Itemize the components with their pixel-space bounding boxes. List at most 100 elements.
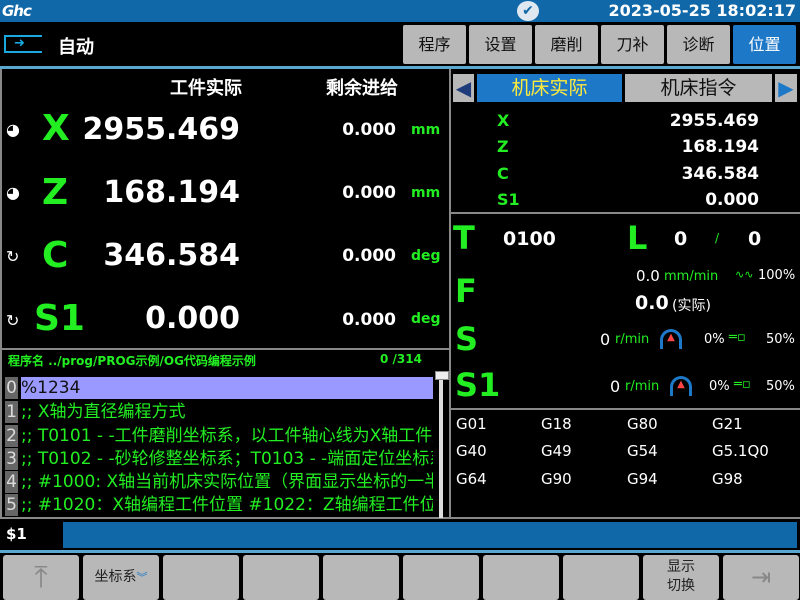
- gcode: G98: [712, 470, 743, 488]
- machine-value-x: 2955.469: [669, 111, 759, 131]
- l-separator: /: [715, 231, 720, 245]
- line-number: 5: [5, 494, 18, 516]
- command-input[interactable]: [63, 522, 797, 548]
- softkey-up[interactable]: ⤒: [3, 555, 79, 600]
- softkey-empty[interactable]: [163, 555, 239, 600]
- machine-axis-c: C: [497, 164, 509, 183]
- rotate-icon: ↻: [6, 247, 20, 266]
- tab-machine-actual[interactable]: 机床实际: [477, 74, 622, 102]
- tab-machine-command[interactable]: 机床指令: [625, 74, 772, 102]
- col-actual: 工件实际: [170, 78, 242, 99]
- mode-label: 自动: [58, 37, 94, 58]
- machine-panel: [451, 69, 800, 519]
- tab-settings[interactable]: 设置: [469, 25, 532, 64]
- machine-axis-s1: S1: [497, 190, 520, 209]
- tab-position[interactable]: 位置: [733, 25, 796, 64]
- col-remaining: 剩余进给: [326, 78, 398, 99]
- softkey-empty[interactable]: [483, 555, 559, 600]
- f-label: F: [455, 272, 477, 310]
- softkey-empty[interactable]: [243, 555, 319, 600]
- check-icon: ✔: [517, 1, 539, 21]
- datetime: 2023-05-25 18:02:17: [608, 1, 796, 20]
- softkey-empty[interactable]: [403, 555, 479, 600]
- code-line[interactable]: ;; T0102 - -砂轮修整坐标系；T0103 - -端面定位坐标系: [21, 449, 433, 469]
- origin-icon: ◕: [6, 183, 20, 202]
- gcode: G54: [627, 442, 658, 460]
- position-panel: [0, 69, 451, 519]
- line-number: 3: [5, 448, 18, 470]
- spindle-unit: r/min: [615, 332, 650, 347]
- spindle1-speed: 0: [610, 377, 621, 396]
- spindle1-unit: r/min: [625, 379, 660, 394]
- line-number: 0: [5, 377, 18, 399]
- arrow-up-icon: ⤒: [34, 560, 48, 595]
- program-name: 程序名 ../prog/PROG示例/OG代码编程示例: [8, 354, 256, 368]
- rotate-icon: ↻: [6, 311, 20, 330]
- l-value-1: 0: [674, 228, 688, 250]
- axis-remaining-z: 0.000: [342, 183, 396, 203]
- divider: [2, 348, 450, 350]
- s1-label: S1: [455, 366, 501, 404]
- prev-arrow-icon[interactable]: ◀: [453, 74, 474, 102]
- origin-icon: ◕: [6, 120, 20, 139]
- axis-label-c: C: [42, 235, 69, 276]
- machine-axis-x: X: [497, 111, 510, 130]
- gcode: G01: [456, 415, 487, 433]
- softkey-next[interactable]: ⇥: [723, 555, 799, 600]
- softkey-display-switch[interactable]: 显示 切换: [643, 555, 719, 600]
- tab-diagnosis[interactable]: 诊断: [667, 25, 730, 64]
- spindle-speed: 0: [600, 330, 611, 349]
- spindle1-override-icon: ═▫: [734, 377, 751, 392]
- code-line[interactable]: ;; T0101 - -工件磨削坐标系，以工件轴心线为X轴工件磨: [21, 426, 433, 446]
- tab-program[interactable]: 程序: [403, 25, 466, 64]
- gcode: G80: [627, 415, 658, 433]
- next-arrow-icon[interactable]: ▶: [775, 74, 797, 102]
- tab-grinding[interactable]: 磨削: [535, 25, 598, 64]
- gauge-icon: ▲: [670, 376, 692, 396]
- arrow-right-bar-icon: ⇥: [750, 563, 772, 591]
- code-line[interactable]: ;; #1000: X轴当前机床实际位置（界面显示坐标的一半: [21, 472, 433, 492]
- softkey-label: 坐标系: [94, 569, 137, 585]
- gcode: G64: [456, 470, 487, 488]
- code-line[interactable]: %1234: [21, 377, 433, 399]
- code-line[interactable]: ;; X轴为直径编程方式: [21, 402, 186, 422]
- axis-value-z: 168.194: [103, 175, 240, 210]
- code-line[interactable]: ;; #1020：X轴编程工件位置 #1022：Z轴编程工件位置: [21, 495, 433, 515]
- machine-value-c: 346.584: [681, 164, 759, 184]
- gcode: G18: [541, 415, 572, 433]
- command-label: $1: [6, 525, 27, 543]
- axis-remaining-s1: 0.000: [342, 310, 396, 330]
- l-label: L: [627, 219, 648, 257]
- program-line-count: 0 /314: [380, 352, 422, 366]
- axis-label-z: Z: [42, 172, 69, 213]
- logo: Ghc: [2, 2, 32, 20]
- feed-override: 100%: [758, 268, 796, 283]
- line-number: 4: [5, 471, 18, 493]
- line-number: 2: [5, 425, 18, 447]
- axis-value-x: 2955.469: [82, 112, 240, 147]
- axis-unit-x: mm: [411, 122, 441, 138]
- divider: [451, 212, 800, 214]
- softkey-coordinate-system[interactable]: 坐标系︾: [83, 555, 159, 600]
- tool-number: 0100: [503, 228, 556, 250]
- feed-command: 0.0: [636, 267, 660, 285]
- s-label: S: [455, 320, 479, 358]
- spindle-load: 0%: [704, 332, 725, 347]
- softkey-empty[interactable]: [323, 555, 399, 600]
- scrollbar-thumb[interactable]: [435, 371, 449, 380]
- chevron-double-down-icon: ︾: [136, 571, 148, 584]
- axis-value-s1: 0.000: [145, 301, 240, 336]
- program-scrollbar[interactable]: [439, 373, 443, 518]
- tab-tool-offset[interactable]: 刀补: [601, 25, 664, 64]
- gcode: G21: [712, 415, 743, 433]
- softkey-empty[interactable]: [563, 555, 639, 600]
- machine-value-z: 168.194: [681, 137, 759, 157]
- divider: [451, 408, 800, 410]
- feed-unit: mm/min: [664, 269, 719, 284]
- axis-remaining-c: 0.000: [342, 246, 396, 266]
- machine-axis-z: Z: [497, 137, 509, 156]
- axis-unit-s1: deg: [411, 311, 441, 327]
- feed-override-icon: ∿∿: [735, 268, 754, 281]
- spindle1-load: 0%: [709, 379, 730, 394]
- l-value-2: 0: [748, 228, 762, 250]
